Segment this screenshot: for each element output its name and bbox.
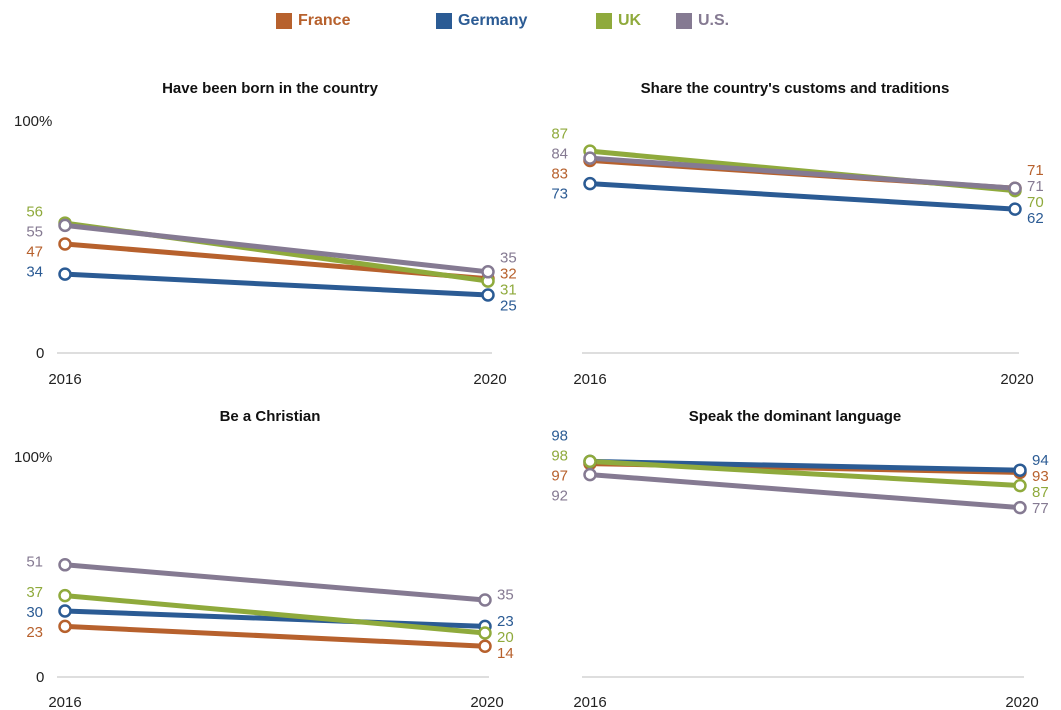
point-start-1-1	[583, 176, 597, 191]
value-label-end-0-0: 32	[500, 266, 517, 283]
point-start-2-0	[58, 619, 72, 634]
series-line-3-1	[587, 458, 1023, 473]
value-label-start-3-2: 98	[551, 447, 568, 464]
value-label-end-0-3: 35	[500, 250, 517, 267]
series-line-1-1	[587, 181, 1018, 212]
legend-swatch-germany	[436, 13, 452, 29]
point-end-3-3	[1013, 500, 1027, 515]
series-line-1-3	[587, 155, 1018, 191]
series-line-0-1	[62, 271, 491, 298]
value-label-end-3-0: 93	[1032, 468, 1049, 485]
point-start-0-3	[58, 218, 72, 233]
legend-swatch-uk	[596, 13, 612, 29]
value-label-start-1-1: 73	[551, 185, 568, 202]
y-tick-top-2: 100%	[14, 449, 52, 466]
legend-label-us: U.S.	[698, 12, 730, 29]
value-label-start-3-0: 97	[551, 467, 568, 484]
y-tick-top-0: 100%	[14, 113, 52, 130]
series-line-3-3	[587, 472, 1023, 511]
point-start-2-2	[58, 588, 72, 603]
value-label-end-3-3: 77	[1032, 500, 1049, 517]
legend: France Germany UK U.S.	[0, 10, 1061, 36]
value-label-start-2-3: 51	[26, 553, 43, 570]
value-label-end-0-1: 25	[500, 298, 517, 315]
point-end-1-1	[1008, 202, 1022, 216]
point-end-1-3	[1008, 181, 1022, 196]
series-line-0-3	[62, 222, 491, 275]
x-tick-end-1: 2020	[1000, 371, 1033, 388]
value-label-end-2-0: 14	[497, 645, 514, 662]
point-start-0-1	[58, 267, 72, 281]
value-label-end-1-0: 71	[1027, 162, 1044, 179]
value-label-start-2-0: 23	[26, 624, 43, 641]
point-end-3-1	[1013, 463, 1027, 477]
point-start-1-3	[583, 151, 597, 165]
value-label-start-1-0: 83	[551, 165, 568, 182]
point-start-2-3	[58, 558, 72, 572]
legend-label-germany: Germany	[458, 12, 528, 29]
value-label-end-1-1: 62	[1027, 210, 1044, 227]
x-tick-start-0: 2016	[48, 371, 81, 388]
series-line-2-1	[62, 608, 488, 629]
panel-title-christian: Be a Christian	[219, 408, 321, 425]
panel-title-customs: Share the country's customs and traditio…	[640, 80, 950, 97]
x-tick-end-2: 2020	[470, 694, 503, 710]
panel-title-born: Have been born in the country	[162, 80, 378, 97]
value-label-end-1-3: 71	[1027, 178, 1044, 195]
series-line-2-2	[62, 593, 488, 636]
point-end-2-3	[478, 593, 492, 607]
x-tick-end-0: 2020	[473, 371, 506, 388]
value-label-start-0-1: 34	[26, 264, 43, 281]
point-end-3-2	[1013, 478, 1027, 493]
value-label-end-2-1: 23	[497, 613, 514, 630]
y-tick-zero-2: 0	[36, 669, 44, 686]
value-label-end-1-2: 70	[1027, 194, 1044, 211]
x-tick-start-2: 2016	[48, 694, 81, 710]
point-end-0-1	[481, 288, 495, 302]
legend-item-uk: UK	[596, 12, 641, 30]
x-tick-start-1: 2016	[573, 371, 606, 388]
legend-item-france: France	[276, 12, 350, 30]
value-label-start-0-3: 55	[26, 224, 43, 241]
x-tick-end-3: 2020	[1005, 694, 1038, 710]
value-label-start-2-2: 37	[26, 584, 43, 601]
value-label-end-0-2: 31	[500, 282, 517, 299]
value-label-start-0-0: 47	[26, 244, 43, 261]
series-line-2-0	[62, 623, 488, 649]
series-line-2-3	[62, 562, 488, 603]
point-end-2-0	[478, 639, 492, 653]
point-start-3-2	[583, 454, 597, 469]
legend-swatch-france	[276, 13, 292, 29]
series-line-3-2	[587, 458, 1023, 489]
y-tick-zero-0: 0	[36, 345, 44, 362]
value-label-end-2-3: 35	[497, 587, 514, 604]
value-label-start-3-3: 92	[551, 487, 568, 504]
x-tick-start-3: 2016	[573, 694, 606, 710]
value-label-end-2-2: 20	[497, 629, 514, 646]
point-start-0-0	[58, 237, 72, 251]
legend-item-us: U.S.	[676, 12, 729, 30]
legend-swatch-us	[676, 13, 692, 29]
value-label-start-1-2: 87	[551, 125, 568, 142]
point-start-2-1	[58, 604, 72, 618]
value-label-start-3-1: 98	[551, 427, 568, 444]
legend-label-uk: UK	[618, 12, 642, 29]
value-label-start-0-2: 56	[26, 204, 43, 221]
point-end-2-2	[478, 626, 492, 640]
value-label-start-2-1: 30	[26, 604, 43, 621]
point-end-0-3	[481, 265, 495, 279]
legend-item-germany: Germany	[436, 12, 527, 30]
value-label-end-3-1: 94	[1032, 452, 1049, 469]
point-start-3-3	[583, 467, 597, 482]
legend-label-france: France	[298, 12, 351, 29]
value-label-start-1-3: 84	[551, 145, 568, 162]
value-label-end-3-2: 87	[1032, 484, 1049, 501]
panel-title-language: Speak the dominant language	[688, 408, 902, 425]
